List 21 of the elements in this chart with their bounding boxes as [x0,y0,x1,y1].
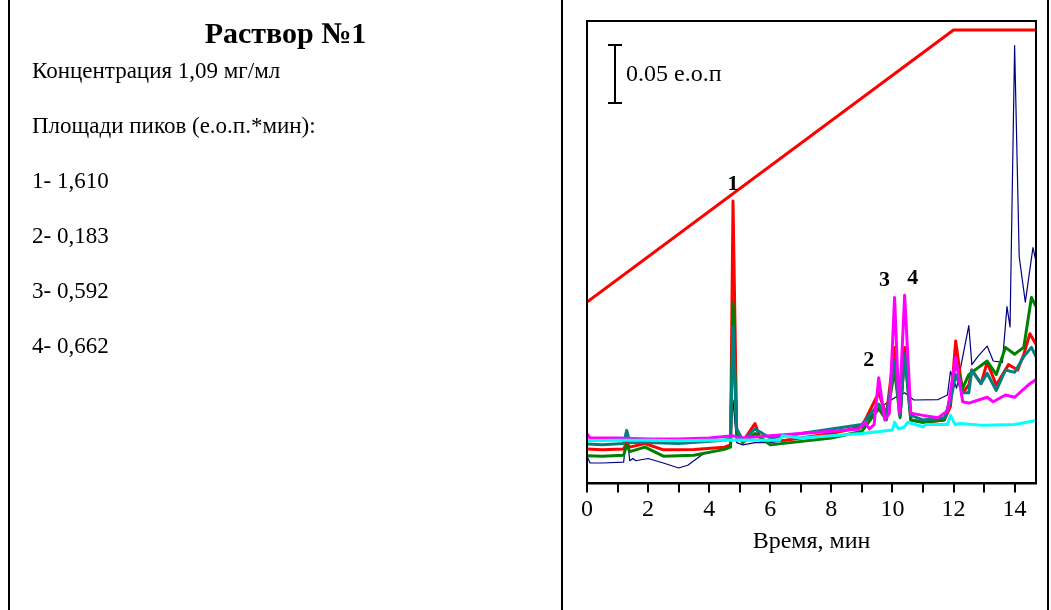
x-tick-label: 12 [941,495,966,522]
x-tick-label: 6 [764,495,777,522]
text: Раствор №1 [203,16,368,50]
x-tick-label: 0 [581,495,593,522]
annotation: 4 [907,263,919,289]
x-tick-label: 10 [880,495,905,522]
text: Концентрация 1,09 мг/мл [32,58,281,84]
annotation: 1 [727,169,739,195]
annotation: 2 [863,346,875,372]
text: 4- 0,662 [32,333,109,359]
text: 3- 0,592 [32,278,109,304]
x-tick-label: 14 [1002,495,1027,522]
annotation: 3 [879,266,891,292]
text: Площади пиков (е.о.п.*мин): [32,113,316,139]
x-tick-label: 8 [825,495,838,522]
text: 1- 1,610 [32,168,109,194]
text: 2- 0,183 [32,223,109,249]
x-tick-label: 4 [703,495,716,522]
x-axis-title: Время, мин [752,526,871,553]
x-tick-label: 2 [642,495,655,522]
annotation: 0.05 е.о.п [626,60,722,87]
